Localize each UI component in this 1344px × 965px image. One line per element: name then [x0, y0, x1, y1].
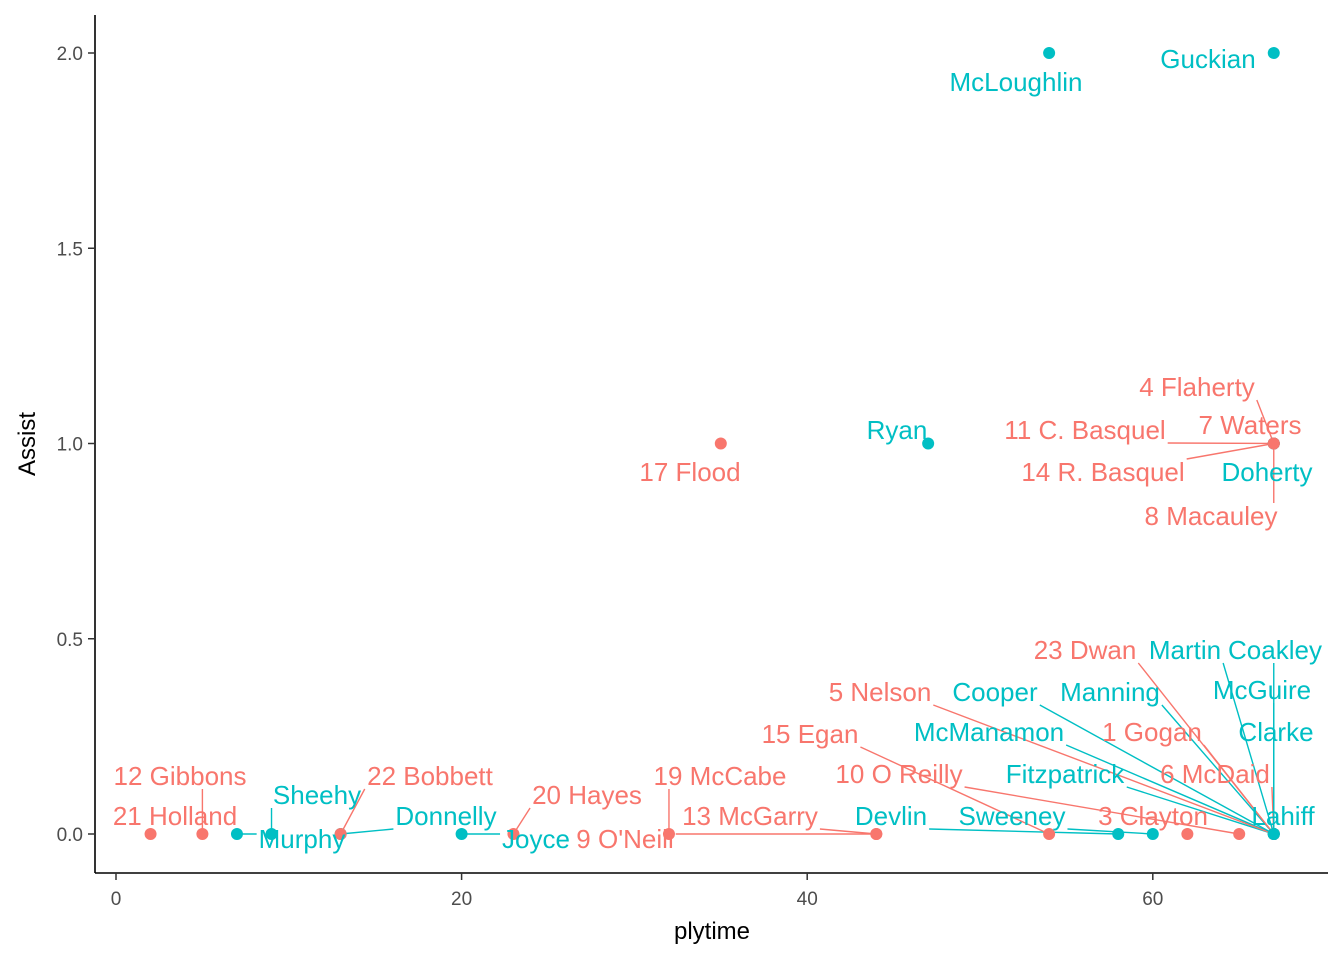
- point-label: 12 Gibbons: [114, 761, 247, 791]
- data-point: [1233, 828, 1246, 840]
- point-labels: Guckian McLoughlin Ryan 17 Flood 4 Flaherty 7…: [113, 44, 1322, 854]
- label-connector: [1222, 662, 1275, 835]
- point-label: Murphy: [259, 824, 346, 854]
- data-point: [144, 828, 157, 840]
- data-point: [1112, 828, 1125, 840]
- label-connector: [340, 828, 394, 835]
- label-connector: [1167, 442, 1274, 445]
- x-tick-label: 0: [111, 889, 122, 910]
- label-connector: [933, 704, 1275, 835]
- label-connector: [1126, 786, 1274, 835]
- data-point: [1267, 828, 1280, 840]
- point-label: 3 Clayton: [1098, 801, 1208, 831]
- label-connector: [1137, 662, 1275, 835]
- y-tick-label: 0.5: [57, 630, 83, 651]
- point-label: McGuire: [1213, 675, 1311, 705]
- point-label: Clarke: [1238, 717, 1313, 747]
- point-label: Doherty: [1221, 457, 1312, 487]
- point-label: Martin: [1149, 635, 1221, 665]
- data-point: [230, 828, 243, 840]
- data-point: [870, 828, 883, 840]
- data-point: [1267, 437, 1280, 450]
- label-connector: [1065, 744, 1275, 835]
- data-point: [507, 828, 520, 840]
- point-label: Donnelly: [395, 801, 496, 831]
- label-connector: [340, 788, 366, 835]
- point-label: Sheehy: [273, 780, 361, 810]
- label-connector: [1186, 442, 1274, 460]
- label-connector: [929, 828, 1119, 835]
- point-label: 5 Nelson: [829, 677, 932, 707]
- y-tick-label: 0.0: [57, 825, 83, 846]
- point-label: 6 McDaid: [1160, 759, 1270, 789]
- label-connector: [1161, 704, 1275, 835]
- label-connector: [1039, 704, 1275, 835]
- point-label: 1 Gogan: [1102, 717, 1202, 747]
- point-label: 7 Waters: [1198, 410, 1301, 440]
- point-label: 8 Macauley: [1145, 501, 1278, 531]
- point-label: 23 Dwan: [1034, 635, 1137, 665]
- point-label: 15 Egan: [762, 719, 859, 749]
- data-point: [334, 828, 347, 840]
- point-label: 14 R. Basquel: [1021, 457, 1184, 487]
- point-label: 22 Bobbett: [367, 761, 494, 791]
- point-label: 11 C. Basquel: [1004, 415, 1165, 445]
- y-axis-title: Assist: [14, 412, 41, 476]
- y-tick-label: 2.0: [57, 44, 83, 65]
- point-label: 13 McGarry: [682, 801, 818, 831]
- point-label: Guckian: [1160, 44, 1255, 74]
- point-label: Manning: [1060, 677, 1160, 707]
- point-label: Lahiff: [1251, 801, 1315, 831]
- point-label: Coakley: [1228, 635, 1322, 665]
- point-label: 4 Flaherty: [1139, 372, 1255, 402]
- data-point: [1043, 828, 1056, 840]
- y-tick-label: 1.0: [57, 435, 83, 456]
- data-point: [1146, 828, 1159, 840]
- x-tick-label: 40: [797, 889, 818, 910]
- label-connector: [819, 828, 877, 835]
- point-label: 10 O Reilly: [835, 759, 962, 789]
- data-point: [1267, 47, 1280, 59]
- point-label: 19 McCabe: [654, 761, 787, 791]
- data-points: [144, 47, 1280, 840]
- data-point: [714, 437, 727, 450]
- data-point: [265, 828, 278, 840]
- point-label: Sweeney: [959, 801, 1066, 831]
- data-point: [662, 828, 675, 840]
- y-tick-label: 1.5: [57, 239, 83, 260]
- data-point: [455, 828, 468, 840]
- label-connector: [1067, 828, 1153, 835]
- point-label: Cooper: [952, 677, 1038, 707]
- x-ticks: 0 20 40 60: [111, 873, 1163, 910]
- x-tick-label: 60: [1142, 889, 1163, 910]
- label-connector: [1256, 399, 1275, 444]
- x-axis-title: plytime: [674, 918, 750, 945]
- point-label: 20 Hayes: [532, 780, 642, 810]
- point-label: 9 O'Neill: [576, 824, 673, 854]
- point-label: Joyce: [502, 824, 570, 854]
- label-connector: [860, 746, 1050, 835]
- point-label: Ryan: [867, 415, 928, 445]
- point-label: 21 Holland: [113, 801, 237, 831]
- repel-lines: [201, 399, 1275, 835]
- point-label: Fitzpatrick: [1006, 759, 1125, 789]
- point-label: 17 Flood: [639, 457, 740, 487]
- data-point: [196, 828, 209, 840]
- data-point: [1181, 828, 1194, 840]
- y-ticks: 0.0 0.5 1.0 1.5 2.0: [57, 44, 95, 846]
- label-connector: [964, 786, 1240, 835]
- data-point: [1043, 47, 1056, 59]
- point-label: McManamon: [914, 717, 1064, 747]
- point-label: McLoughlin: [950, 67, 1083, 97]
- x-tick-label: 20: [451, 889, 472, 910]
- point-label: Devlin: [855, 801, 927, 831]
- data-point: [922, 437, 935, 450]
